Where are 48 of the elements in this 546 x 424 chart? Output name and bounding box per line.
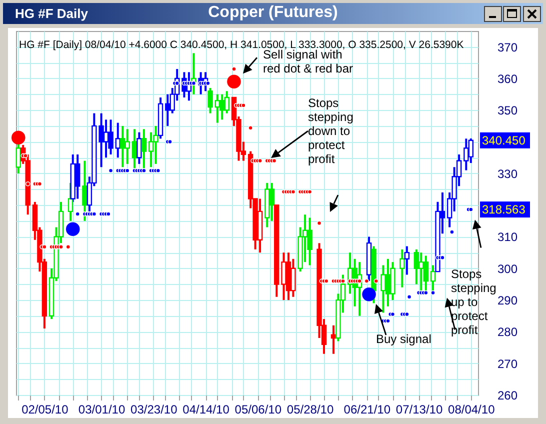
candlestick (380, 264, 386, 314)
point (258, 158, 262, 164)
y-tick-label: 260 (498, 388, 518, 402)
chart-subtitle: HG #F Daily (15, 6, 88, 21)
y-tick-label: 330 (498, 166, 518, 181)
point (307, 189, 312, 194)
point (364, 278, 370, 284)
x-tick-label: 07/13/10 (396, 402, 443, 416)
point (142, 168, 146, 173)
point (468, 207, 474, 212)
candlestick (136, 131, 142, 165)
text: 318.563 (482, 202, 526, 217)
x-tick-label: 03/23/10 (130, 402, 178, 416)
annotation: Stops stepping up to protect profit (450, 266, 496, 337)
point (106, 212, 111, 216)
point (374, 278, 379, 284)
point (340, 278, 346, 284)
y-tick-label: 350 (498, 104, 518, 118)
point (390, 312, 396, 317)
point (430, 290, 436, 296)
point (232, 66, 236, 72)
point (191, 80, 196, 86)
y-tick-label: 290 (498, 294, 518, 308)
y-tick-label: 280 (498, 325, 518, 340)
point (124, 168, 130, 173)
y-tick-label: 370 (498, 40, 518, 54)
candlestick (208, 86, 213, 114)
x-tick-label: 08/04/10 (448, 402, 496, 416)
text: 340.450 (482, 133, 526, 148)
annotation: HG #F [Daily] 08/04/10 +4.6000 C 340.4500, H 341.0500, L 333.3000, O 335.2500, V 26.5390K (19, 39, 464, 51)
x-tick-label: 05/28/10 (286, 402, 334, 416)
point (450, 230, 454, 234)
y-tick-label: 300 (498, 262, 518, 276)
y-tick-label: 310 (498, 230, 518, 244)
x-tick-label: 03/01/10 (78, 402, 126, 416)
annotation: Stops stepping down to protect profit (308, 96, 354, 166)
x-tick-label: 02/05/10 (22, 402, 69, 416)
point (174, 80, 180, 86)
x-tick-label: 05/06/10 (234, 402, 282, 416)
point (241, 102, 246, 108)
x-tick-label: 06/21/10 (344, 402, 391, 416)
x-tick-label: 04/14/10 (182, 402, 230, 416)
annotation: Buy signal (376, 332, 432, 346)
y-tick-label: 360 (498, 72, 518, 86)
point (324, 278, 329, 284)
y-tick-label: 270 (498, 356, 518, 371)
candlestick (141, 128, 147, 172)
chart-title: Copper (Futures) (208, 4, 338, 21)
